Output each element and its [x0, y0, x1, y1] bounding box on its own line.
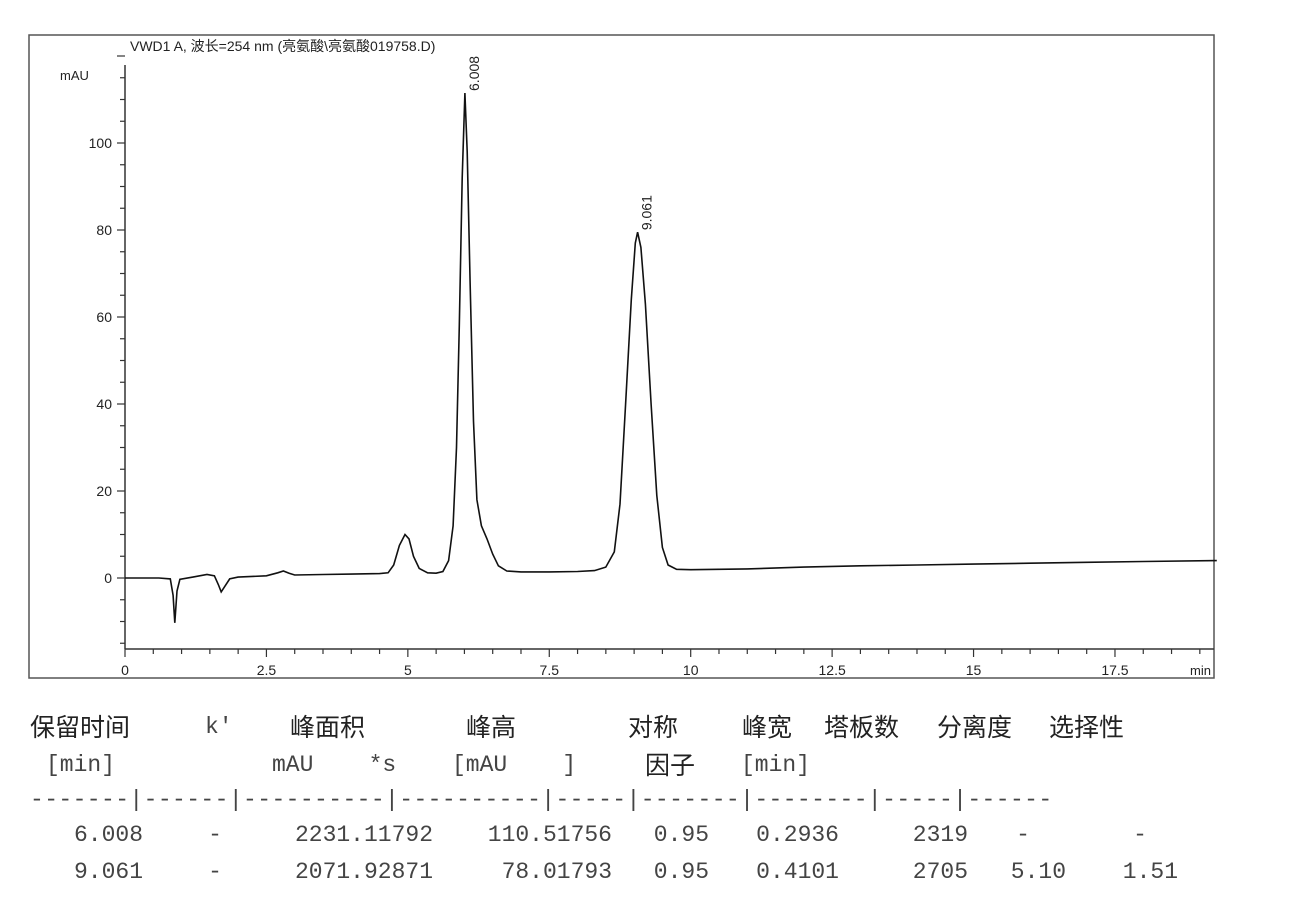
x-tick-label: 0: [121, 662, 129, 678]
unit-width: [min]: [741, 752, 811, 778]
cell-area: 2231.11792: [294, 822, 433, 848]
x-tick-label: 17.5: [1101, 662, 1128, 678]
y-axis-label: mAU: [60, 68, 89, 83]
cell-height: 78.01793: [501, 859, 612, 885]
peak-label: 6.008: [466, 56, 482, 91]
y-tick-label: 0: [104, 570, 112, 586]
chart-title: VWD1 A, 波长=254 nm (亮氨酸\亮氨酸019758.D): [130, 38, 435, 54]
cell-k: -: [208, 859, 222, 885]
y-tick-label: 100: [89, 135, 113, 151]
cell-resolution: -: [1016, 822, 1030, 848]
header-height: 峰高: [466, 713, 517, 742]
x-tick-label: 5: [404, 662, 412, 678]
cell-symmetry: 0.95: [653, 859, 709, 885]
unit-area: mAU *s: [272, 752, 397, 778]
peak-label: 9.061: [639, 195, 655, 230]
cell-width: 0.4101: [756, 859, 839, 885]
plot-frame: [28, 34, 1215, 679]
header-plates: 塔板数: [824, 713, 900, 742]
header-symmetry: 对称: [628, 713, 679, 742]
cell-resolution: 5.10: [1010, 859, 1066, 885]
y-tick-label: 60: [96, 309, 112, 325]
unit-symmetry: 因子: [645, 751, 696, 780]
unit-height: [mAU ]: [452, 752, 577, 778]
cell-area: 2071.92871: [294, 859, 433, 885]
x-axis-label: min: [1190, 663, 1211, 678]
cell-selectivity: -: [1133, 822, 1147, 848]
x-tick-label: 10: [683, 662, 699, 678]
cell-height: 110.51756: [487, 822, 612, 848]
header-retention-time: 保留时间: [30, 713, 131, 742]
cell-width: 0.2936: [756, 822, 839, 848]
cell-retention-time: 6.008: [73, 822, 143, 848]
x-tick-label: 15: [966, 662, 982, 678]
header-k: k': [205, 714, 233, 740]
x-tick-label: 7.5: [540, 662, 560, 678]
cell-plates: 2319: [912, 822, 968, 848]
y-tick-label: 20: [96, 483, 112, 499]
chromatogram-trace: [125, 92, 1217, 623]
header-resolution: 分离度: [937, 713, 1013, 742]
header-selectivity: 选择性: [1049, 713, 1125, 742]
cell-plates: 2705: [912, 859, 968, 885]
y-tick-label: 80: [96, 222, 112, 238]
header-width: 峰宽: [742, 713, 793, 742]
unit-retention-time: [min]: [46, 752, 116, 778]
header-area: 峰面积: [290, 713, 366, 742]
table-separator: -------|------|----------|----------|---…: [30, 787, 1053, 813]
x-tick-label: 12.5: [819, 662, 846, 678]
cell-selectivity: 1.51: [1122, 859, 1178, 885]
cell-symmetry: 0.95: [653, 822, 709, 848]
y-tick-label: 40: [96, 396, 112, 412]
cell-k: -: [208, 822, 222, 848]
cell-retention-time: 9.061: [73, 859, 143, 885]
x-tick-label: 2.5: [257, 662, 277, 678]
